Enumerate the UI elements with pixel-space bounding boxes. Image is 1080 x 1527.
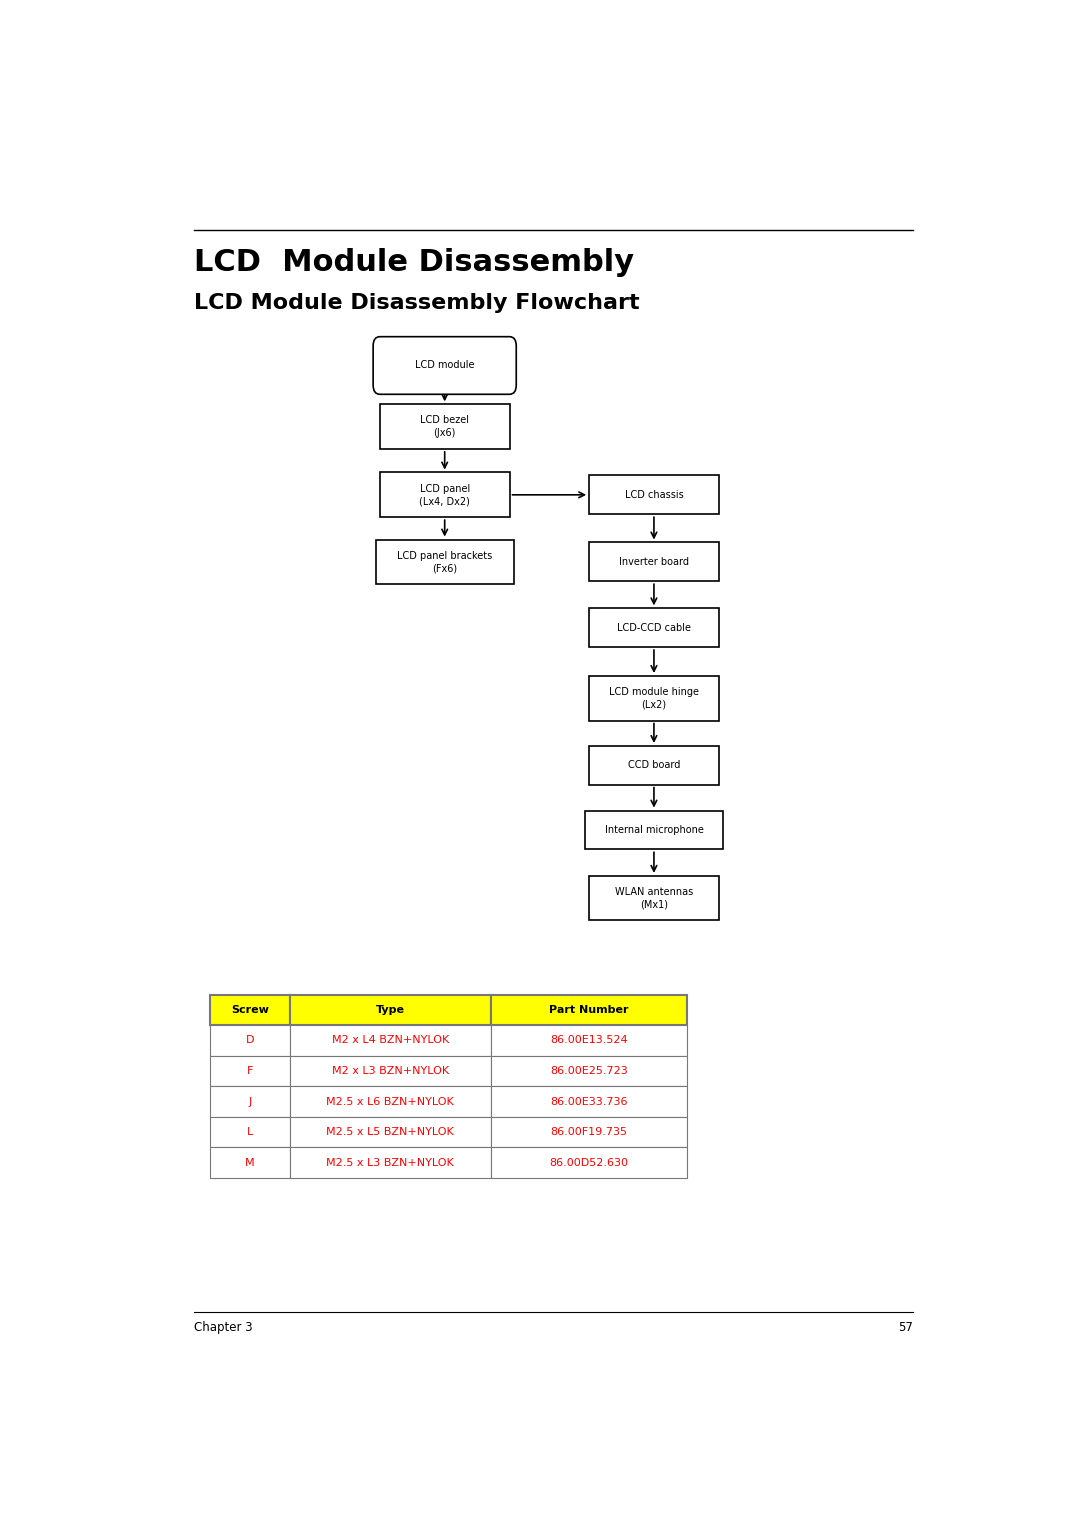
Bar bbox=[289, 1086, 490, 1116]
Text: CCD board: CCD board bbox=[627, 760, 680, 770]
Text: LCD-CCD cable: LCD-CCD cable bbox=[617, 623, 691, 632]
Bar bbox=[490, 1147, 687, 1177]
Text: LCD Module Disassembly Flowchart: LCD Module Disassembly Flowchart bbox=[193, 293, 639, 313]
Bar bbox=[211, 1147, 289, 1177]
Bar bbox=[490, 1055, 687, 1086]
Bar bbox=[589, 608, 719, 647]
Bar bbox=[376, 539, 514, 585]
FancyBboxPatch shape bbox=[373, 336, 516, 394]
Bar bbox=[289, 1147, 490, 1177]
Bar bbox=[211, 1025, 289, 1055]
Bar bbox=[490, 1025, 687, 1055]
Bar bbox=[380, 472, 510, 518]
Bar bbox=[211, 994, 289, 1025]
Bar bbox=[289, 1025, 490, 1055]
Bar bbox=[289, 1116, 490, 1147]
Text: L: L bbox=[247, 1127, 253, 1138]
Bar bbox=[211, 1055, 289, 1086]
Text: M2 x L3 BZN+NYLOK: M2 x L3 BZN+NYLOK bbox=[332, 1066, 449, 1077]
Bar bbox=[490, 1086, 687, 1116]
Text: Screw: Screw bbox=[231, 1005, 269, 1015]
Text: Part Number: Part Number bbox=[550, 1005, 629, 1015]
Text: M2 x L4 BZN+NYLOK: M2 x L4 BZN+NYLOK bbox=[332, 1035, 449, 1046]
Text: J: J bbox=[248, 1096, 252, 1107]
Text: M2.5 x L3 BZN+NYLOK: M2.5 x L3 BZN+NYLOK bbox=[326, 1157, 455, 1168]
Bar bbox=[589, 745, 719, 785]
Bar bbox=[289, 994, 490, 1025]
Text: M2.5 x L6 BZN+NYLOK: M2.5 x L6 BZN+NYLOK bbox=[326, 1096, 455, 1107]
Bar bbox=[490, 1116, 687, 1147]
Text: Inverter board: Inverter board bbox=[619, 557, 689, 567]
Bar bbox=[211, 1116, 289, 1147]
Text: WLAN antennas
(Mx1): WLAN antennas (Mx1) bbox=[615, 887, 693, 909]
Text: M: M bbox=[245, 1157, 255, 1168]
Text: 57: 57 bbox=[899, 1321, 914, 1335]
Text: LCD module: LCD module bbox=[415, 360, 474, 371]
Text: LCD module hinge
(Lx2): LCD module hinge (Lx2) bbox=[609, 687, 699, 710]
Bar bbox=[211, 1086, 289, 1116]
Text: Type: Type bbox=[376, 1005, 405, 1015]
Bar bbox=[380, 405, 510, 449]
Bar bbox=[490, 994, 687, 1025]
Text: LCD panel
(Lx4, Dx2): LCD panel (Lx4, Dx2) bbox=[419, 484, 470, 505]
Text: LCD panel brackets
(Fx6): LCD panel brackets (Fx6) bbox=[397, 551, 492, 573]
Text: 86.00F19.735: 86.00F19.735 bbox=[551, 1127, 627, 1138]
Text: F: F bbox=[247, 1066, 254, 1077]
Text: LCD chassis: LCD chassis bbox=[624, 490, 684, 499]
Bar bbox=[589, 475, 719, 515]
Text: D: D bbox=[246, 1035, 254, 1046]
Text: Internal microphone: Internal microphone bbox=[605, 825, 703, 835]
Text: LCD bezel
(Jx6): LCD bezel (Jx6) bbox=[420, 415, 469, 438]
Bar bbox=[589, 542, 719, 582]
Text: 86.00D52.630: 86.00D52.630 bbox=[550, 1157, 629, 1168]
Bar bbox=[585, 811, 723, 849]
Text: LCD  Module Disassembly: LCD Module Disassembly bbox=[193, 247, 634, 276]
Text: M2.5 x L5 BZN+NYLOK: M2.5 x L5 BZN+NYLOK bbox=[326, 1127, 455, 1138]
Text: Chapter 3: Chapter 3 bbox=[193, 1321, 253, 1335]
Bar bbox=[289, 1055, 490, 1086]
Bar bbox=[589, 676, 719, 721]
Bar bbox=[589, 876, 719, 921]
Text: 86.00E13.524: 86.00E13.524 bbox=[551, 1035, 627, 1046]
Text: 86.00E25.723: 86.00E25.723 bbox=[550, 1066, 627, 1077]
Text: 86.00E33.736: 86.00E33.736 bbox=[551, 1096, 627, 1107]
